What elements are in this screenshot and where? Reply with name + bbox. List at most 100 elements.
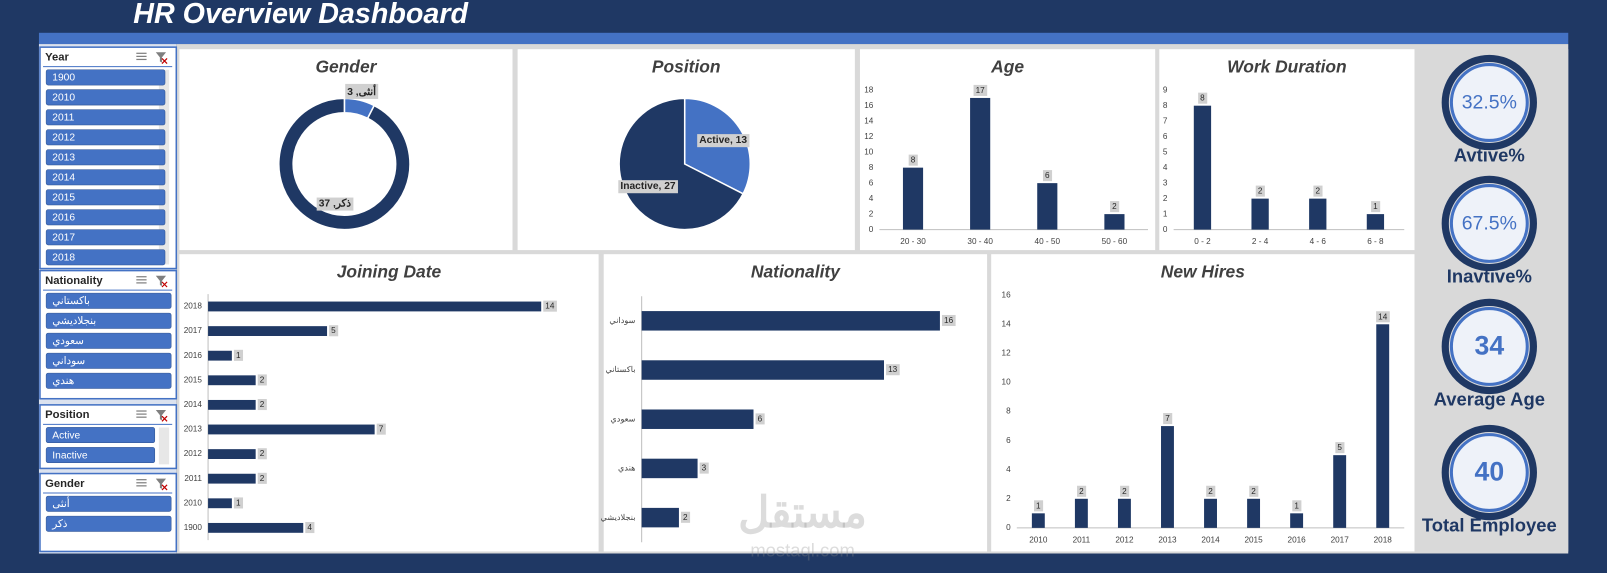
x-tick-label: 0 - 2: [1194, 237, 1211, 246]
slicer-item[interactable]: [45, 229, 166, 246]
data-label: 1: [233, 349, 244, 361]
slicer-item[interactable]: [45, 129, 166, 146]
data-label: 14: [543, 300, 557, 312]
slicer-item-label: Inactive: [52, 450, 88, 461]
slicer-item[interactable]: [45, 89, 166, 106]
data-label: 2: [257, 448, 267, 460]
data-label-text: 2: [1122, 487, 1127, 496]
data-label-box: [1313, 185, 1323, 197]
data-label-text: 1: [236, 351, 241, 360]
slicer-item[interactable]: [45, 312, 172, 329]
bar: [1117, 498, 1131, 528]
bar: [208, 399, 256, 410]
bar: [1161, 426, 1174, 528]
bar: [641, 458, 698, 479]
y-tick-label: 3: [1163, 178, 1168, 187]
y-tick-label: 6: [1006, 436, 1011, 445]
y-tick-label: 6: [1163, 132, 1168, 141]
data-label: 2: [1249, 485, 1259, 497]
data-label-text: 2: [683, 513, 688, 522]
data-label-box: [755, 413, 765, 425]
slicer-item[interactable]: [45, 292, 172, 309]
y-tick-label: 14: [1002, 319, 1012, 328]
bar: [1193, 105, 1212, 230]
y-tick-label: 9: [1163, 85, 1168, 94]
slicer-item[interactable]: [45, 109, 166, 126]
slicer-item[interactable]: [45, 372, 172, 389]
data-label: 7: [376, 423, 386, 435]
bar: [1037, 183, 1058, 230]
clear-filter-icon[interactable]: [155, 275, 167, 286]
data-label: 1: [1292, 500, 1302, 512]
slicer-item[interactable]: [45, 495, 172, 512]
data-label-text: ذكر, 37: [319, 199, 352, 210]
slicer-item[interactable]: [45, 447, 156, 464]
slicer-item[interactable]: [45, 69, 166, 86]
data-label-text: 7: [379, 425, 384, 434]
y-tick-label: 4: [1163, 163, 1168, 172]
y-tick-label: 8: [869, 163, 874, 172]
y-tick-label: 6: [869, 178, 874, 187]
slicer-item[interactable]: [45, 169, 166, 186]
slicer-item-label: 2015: [52, 193, 75, 204]
x-tick-label: 2010: [1029, 535, 1048, 544]
data-label-box: [257, 472, 267, 484]
data-label-box: [233, 497, 244, 509]
slicer-item[interactable]: [45, 515, 172, 532]
data-label-box: [329, 325, 339, 337]
clear-filter-x: [161, 281, 168, 288]
data-label: 2: [1313, 185, 1323, 197]
slicer-item[interactable]: [45, 427, 156, 444]
bar: [1309, 198, 1327, 230]
kpi-label: Average Age: [1434, 389, 1545, 410]
kpi-value: 67.5%: [1462, 213, 1517, 235]
data-label-text: 1: [1294, 501, 1299, 510]
kpi-label: Inavtive%: [1447, 266, 1532, 287]
data-label-box: [1206, 485, 1216, 497]
data-label-box: [1198, 92, 1208, 104]
clear-filter-x: [161, 57, 168, 64]
clear-filter-icon[interactable]: [155, 52, 167, 63]
data-label-text: 1: [1373, 202, 1378, 211]
data-label-text: 2: [1112, 202, 1117, 211]
slicer-item[interactable]: [45, 352, 172, 369]
clear-filter-icon[interactable]: [155, 410, 167, 421]
y-tick-label: 14: [864, 116, 874, 125]
data-label: 5: [329, 325, 339, 337]
y-tick-label: 12: [864, 132, 874, 141]
y-tick-label: 16: [864, 101, 874, 110]
x-tick-label: 2011: [1073, 535, 1091, 544]
slicer-item[interactable]: [45, 332, 172, 349]
bar: [208, 326, 328, 336]
slicer-items: أنثى ذكر: [45, 495, 172, 532]
slicer-item[interactable]: [45, 189, 166, 206]
data-label-text: 2: [1079, 487, 1084, 496]
bar: [1204, 498, 1217, 528]
data-label: 6: [755, 413, 765, 425]
y-tick-label: 4: [869, 194, 874, 203]
data-label-box: [233, 349, 244, 361]
data-label: 2: [257, 399, 267, 411]
clear-filter-x: [161, 484, 168, 491]
data-label-text: 5: [1337, 443, 1342, 452]
y-tick-label: 7: [1163, 116, 1168, 125]
y-tick-label: بنجلاديشي: [601, 513, 636, 522]
data-label-box: [305, 522, 315, 534]
data-label-box: [973, 84, 988, 96]
kpi-ring-inner: [1449, 306, 1529, 386]
kpi-ring-outer: [1441, 175, 1537, 272]
kpi-ring-outer: [1441, 424, 1537, 521]
chart-title: Age: [990, 56, 1024, 76]
slicer-item[interactable]: [45, 209, 166, 226]
slicer-item[interactable]: [45, 149, 166, 166]
y-tick-label: 1900: [184, 523, 203, 532]
slicer-items: باكستاني بنجلاديشي سعودي سوداني هندي: [45, 292, 172, 389]
data-label: 14: [1376, 311, 1390, 323]
clear-filter-icon[interactable]: [155, 478, 167, 489]
slicer-item[interactable]: [45, 249, 166, 266]
slicer-scrollbar: [158, 427, 170, 465]
data-label-text: 5: [331, 326, 336, 335]
y-tick-label: 0: [1006, 523, 1011, 532]
y-tick-label: 2013: [184, 425, 203, 434]
